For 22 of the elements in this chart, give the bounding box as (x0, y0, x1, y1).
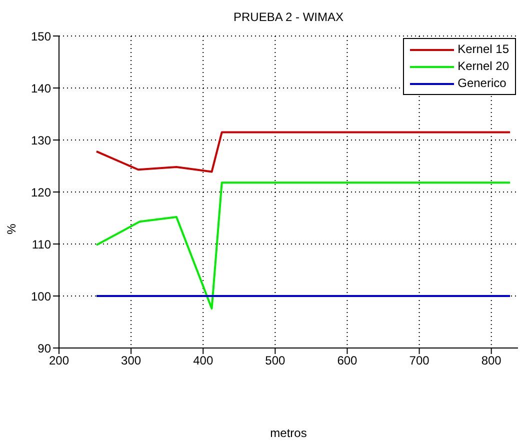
y-tick-label: 150 (30, 29, 52, 44)
y-axis-title: % (4, 224, 18, 234)
x-tick-label: 500 (265, 354, 286, 368)
line-series (95, 131, 512, 173)
x-tick-label: 400 (193, 354, 214, 368)
y-tick-label: 140 (30, 81, 52, 96)
x-axis-title: metros (269, 426, 308, 440)
line-series (95, 182, 512, 310)
legend-label: Generico (456, 75, 508, 92)
y-tick-label: 110 (32, 237, 52, 252)
legend-label: Kernel 20 (456, 58, 509, 75)
y-tick-label: 90 (38, 341, 52, 356)
chart-title: PRUEBA 2 - WIMAX (232, 10, 345, 24)
legend-label: Kernel 15 (456, 41, 509, 58)
x-tick-label: 300 (121, 354, 142, 368)
x-tick-label: 600 (337, 354, 358, 368)
x-tick-label: 700 (409, 354, 430, 368)
y-tick-label: 100 (30, 289, 52, 304)
y-tick-label: 130 (30, 133, 52, 148)
x-tick-label: 800 (481, 354, 502, 368)
x-tick-label: 200 (48, 354, 70, 368)
y-tick-label: 120 (30, 185, 52, 200)
